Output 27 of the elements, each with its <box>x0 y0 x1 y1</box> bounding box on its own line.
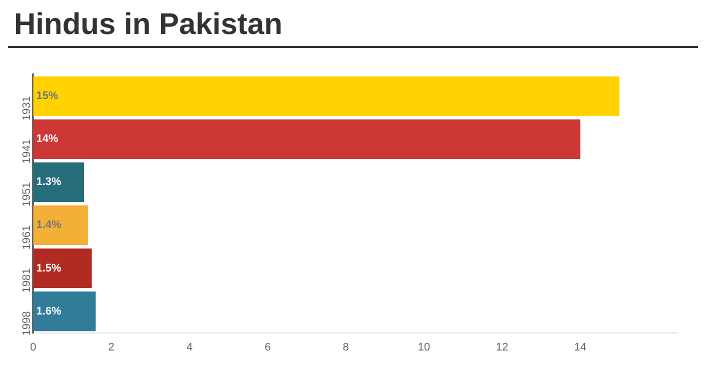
data-label: 15% <box>36 90 58 102</box>
chart-title: Hindus in Pakistan <box>8 8 698 48</box>
x-tick-label: 0 <box>30 341 36 354</box>
x-tick-label: 2 <box>108 341 114 354</box>
bar <box>33 248 92 288</box>
y-tick-label: 1931 <box>21 96 34 121</box>
data-label: 1.4% <box>36 219 62 232</box>
y-tick-label: 1981 <box>21 268 34 293</box>
data-label: 1.5% <box>36 262 62 274</box>
bar <box>33 205 88 246</box>
x-tick-label: 14 <box>574 341 586 354</box>
y-tick-label: 1961 <box>21 225 34 250</box>
x-tick-label: 6 <box>264 341 271 354</box>
x-tick-label: 8 <box>342 341 349 354</box>
bar <box>33 291 96 332</box>
data-label: 1.3% <box>36 176 62 188</box>
bar <box>33 119 580 159</box>
x-tick-label: 12 <box>496 341 508 354</box>
bar <box>33 76 620 116</box>
x-tick-label: 10 <box>418 341 430 354</box>
data-label: 1.6% <box>36 305 62 318</box>
y-tick-label: 1941 <box>21 139 34 164</box>
y-tick-label: 1951 <box>21 182 34 207</box>
x-tick-label: 4 <box>186 341 193 354</box>
data-label: 14% <box>36 133 58 146</box>
y-tick-label: 1998 <box>21 311 34 336</box>
bar <box>33 162 84 202</box>
